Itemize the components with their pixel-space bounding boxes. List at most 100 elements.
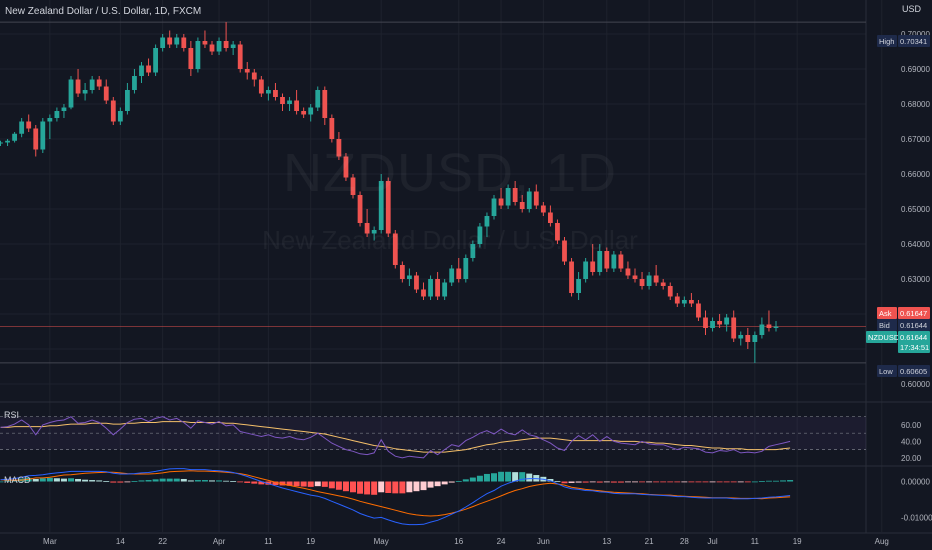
- candle-body: [526, 191, 532, 209]
- macd-histogram-bar: [420, 481, 427, 491]
- macd-histogram-bar: [145, 480, 152, 482]
- macd-histogram-bar: [117, 481, 124, 483]
- macd-histogram-bar: [667, 481, 674, 483]
- candle-body: [216, 41, 222, 52]
- macd-histogram-bar: [124, 481, 131, 483]
- candle-body: [139, 65, 144, 76]
- candle-body: [0, 142, 3, 144]
- candle-body: [315, 90, 321, 108]
- candle-body: [421, 289, 426, 297]
- macd-histogram-bar: [131, 481, 138, 482]
- candle-body: [364, 223, 370, 234]
- candle-body: [378, 181, 384, 230]
- macd-histogram-bar: [526, 473, 533, 482]
- macd-histogram-bar: [230, 481, 237, 482]
- macd-histogram-bar: [582, 481, 589, 483]
- macd-histogram-bar: [39, 478, 46, 482]
- macd-histogram-bar: [765, 480, 772, 482]
- macd-histogram-bar: [314, 481, 321, 487]
- price-tick-label: 0.63000: [901, 275, 930, 284]
- macd-histogram-bar: [357, 481, 364, 494]
- macd-histogram-bar: [610, 481, 617, 483]
- time-tick-label: 14: [116, 537, 125, 546]
- macd-histogram-bar: [780, 480, 787, 482]
- candle-body: [371, 230, 377, 234]
- candle-body: [442, 282, 448, 297]
- macd-histogram-bar: [491, 473, 497, 482]
- candle-body: [54, 111, 60, 118]
- macd-histogram-bar: [399, 481, 406, 494]
- price-tick-label: 0.67000: [901, 135, 930, 144]
- macd-histogram-bar: [730, 481, 737, 483]
- candle-body: [618, 254, 624, 269]
- candle-body: [244, 69, 250, 73]
- macd-histogram-bar: [223, 480, 230, 482]
- macd-histogram-bar: [96, 480, 103, 482]
- candle-body: [660, 282, 666, 286]
- candle-body: [103, 86, 109, 101]
- macd-histogram-bar: [328, 481, 335, 489]
- candle-body: [47, 118, 53, 122]
- currency-label: USD: [902, 4, 922, 14]
- candle-body: [463, 258, 469, 279]
- macd-histogram-bar: [342, 481, 349, 492]
- candle-body: [519, 202, 525, 209]
- macd-histogram-bar: [787, 480, 794, 482]
- symbol-tag-label: NZDUSD: [868, 333, 900, 342]
- candle-body: [414, 275, 419, 290]
- price-value-box: [898, 35, 930, 47]
- macd-histogram-bar: [364, 481, 371, 495]
- macd-histogram-bar: [272, 481, 279, 486]
- macd-histogram-bar: [681, 481, 688, 483]
- chart-title: New Zealand Dollar / U.S. Dollar, 1D, FX…: [5, 6, 202, 17]
- macd-histogram-bar: [462, 479, 469, 482]
- macd-histogram-bar: [758, 481, 765, 482]
- candle-body: [329, 118, 335, 139]
- macd-histogram-bar: [293, 481, 300, 487]
- time-tick-label: 13: [602, 537, 611, 546]
- macd-histogram-bar: [350, 481, 356, 493]
- macd-histogram-bar: [773, 480, 779, 482]
- macd-histogram-bar: [660, 481, 667, 483]
- macd-histogram-bar: [406, 481, 413, 493]
- candle-body: [153, 48, 158, 73]
- macd-histogram-bar: [547, 478, 554, 482]
- macd-histogram-bar: [455, 481, 462, 482]
- candle-body: [738, 335, 744, 339]
- candle-body: [773, 326, 779, 328]
- candle-body: [399, 265, 405, 279]
- candle-body: [12, 133, 17, 141]
- candle-body: [632, 275, 638, 279]
- price-tag-box: [877, 35, 897, 47]
- macd-histogram-bar: [82, 479, 89, 482]
- candle-body: [533, 191, 539, 206]
- macd-histogram-bar: [639, 481, 646, 483]
- candle-body: [724, 317, 730, 325]
- macd-histogram-bar: [646, 481, 653, 483]
- macd-histogram-bar: [194, 480, 201, 482]
- price-value-box: [898, 365, 930, 377]
- macd-histogram-bar: [159, 478, 166, 482]
- time-tick-label: 11: [751, 537, 760, 546]
- macd-histogram-bar: [187, 480, 194, 482]
- candle-body: [392, 233, 398, 265]
- macd-histogram-bar: [180, 478, 187, 482]
- macd-histogram-bar: [68, 478, 74, 482]
- candle-body: [696, 303, 701, 318]
- macd-histogram-bar: [737, 481, 744, 483]
- candle-body: [766, 324, 772, 328]
- candle-body: [202, 41, 208, 45]
- candle-body: [75, 79, 81, 94]
- candle-body: [540, 205, 546, 213]
- candle-body: [428, 279, 433, 297]
- time-tick-label: 19: [306, 537, 315, 546]
- macd-histogram-bar: [653, 481, 660, 483]
- rsi-tick-label: 20.00: [901, 454, 922, 463]
- candle-body: [89, 79, 95, 90]
- macd-histogram-bar: [624, 481, 631, 483]
- macd-histogram-bar: [244, 481, 251, 483]
- candle-body: [449, 268, 455, 283]
- macd-histogram-bar: [89, 480, 96, 482]
- candle-body: [167, 37, 173, 45]
